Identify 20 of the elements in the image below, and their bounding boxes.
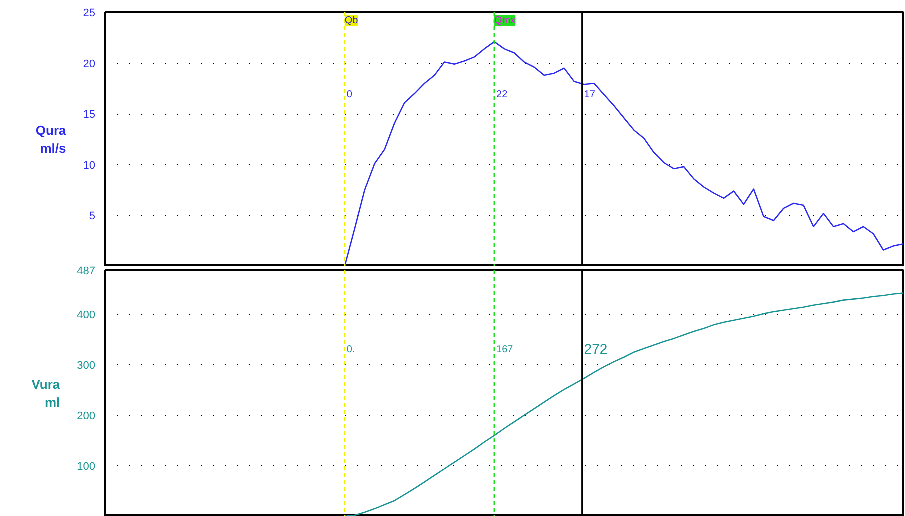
y-axis-title: Vura ml xyxy=(32,377,61,410)
y-tick-label: 100 xyxy=(77,460,96,473)
annotation: 0 xyxy=(346,89,353,100)
y-tick-label: 300 xyxy=(77,360,96,372)
y-tick-label: 25 xyxy=(83,8,96,20)
annotation: 167 xyxy=(496,344,514,356)
y-tick-label: 15 xyxy=(83,109,96,122)
y-tick-label: 200 xyxy=(77,410,96,422)
annotation: 272 xyxy=(584,341,608,358)
annotation: 17 xyxy=(584,89,596,100)
y-tick-label: 400 xyxy=(77,309,96,322)
y-tick-label: 487 xyxy=(77,266,96,278)
annotation: 0. xyxy=(346,344,356,356)
annotation: 22 xyxy=(496,89,508,100)
y-axis-title: Qura ml/s xyxy=(36,123,68,156)
annotation: Qmx xyxy=(494,16,516,26)
annotation: Qb xyxy=(344,16,359,26)
y-tick-label: 20 xyxy=(83,58,96,70)
y-tick-label: 5 xyxy=(89,210,96,223)
y-tick-label: 10 xyxy=(83,160,96,172)
